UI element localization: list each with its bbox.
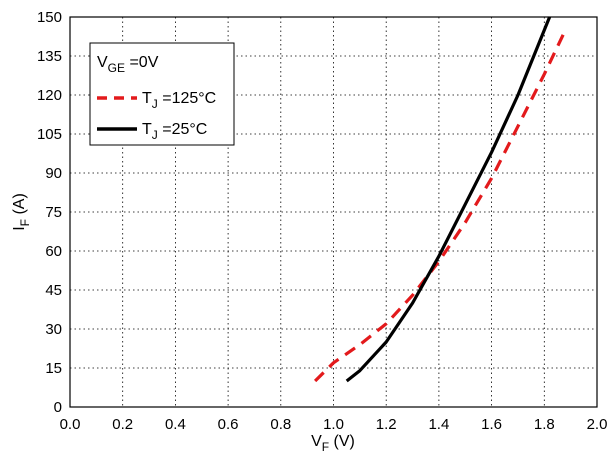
series-group	[313, 16, 567, 383]
y-tick-label: 90	[45, 165, 62, 182]
legend-entry-125c: TJ =125°C	[142, 90, 216, 111]
x-tick-labels: 0.0 0.2 0.4 0.6 0.8 1.0 1.2 1.4 1.6 1.8 2.0	[60, 416, 608, 433]
y-tick-label: 120	[37, 87, 62, 104]
y-tick-label: 60	[45, 243, 62, 260]
x-tick-label: 2.0	[587, 416, 608, 433]
x-tick-label: 0.2	[112, 416, 133, 433]
y-tick-label: 75	[45, 204, 62, 221]
y-tick-label: 105	[37, 126, 62, 143]
y-tick-label: 135	[37, 48, 62, 65]
y-tick-label: 45	[45, 282, 62, 299]
legend-entry-25c: TJ =25°C	[142, 121, 207, 142]
y-tick-labels: 0 15 30 45 60 75 90 105 120 135 150	[37, 9, 62, 416]
series-line-125c	[313, 29, 567, 383]
x-tick-label: 1.8	[534, 416, 555, 433]
legend: VGE =0V TJ =125°C TJ =25°C	[89, 42, 235, 146]
x-tick-label: 1.2	[376, 416, 397, 433]
x-tick-label: 1.0	[323, 416, 344, 433]
x-tick-label: 0.4	[165, 416, 186, 433]
y-tick-label: 150	[37, 9, 62, 26]
plot-frame	[69, 16, 598, 408]
x-tick-label: 0.8	[270, 416, 291, 433]
x-tick-label: 0.0	[60, 416, 81, 433]
y-axis-label: IF (A)	[11, 193, 32, 231]
x-tick-label: 0.6	[218, 416, 239, 433]
y-tick-label: 30	[45, 321, 62, 338]
series-line-25c	[345, 16, 552, 383]
y-tick-label: 0	[54, 399, 62, 416]
grid-lines	[70, 17, 597, 407]
y-tick-label: 15	[45, 360, 62, 377]
x-tick-label: 1.4	[428, 416, 449, 433]
x-axis-label: VF (V)	[311, 433, 355, 454]
x-tick-label: 1.6	[481, 416, 502, 433]
legend-condition: VGE =0V	[97, 54, 159, 75]
